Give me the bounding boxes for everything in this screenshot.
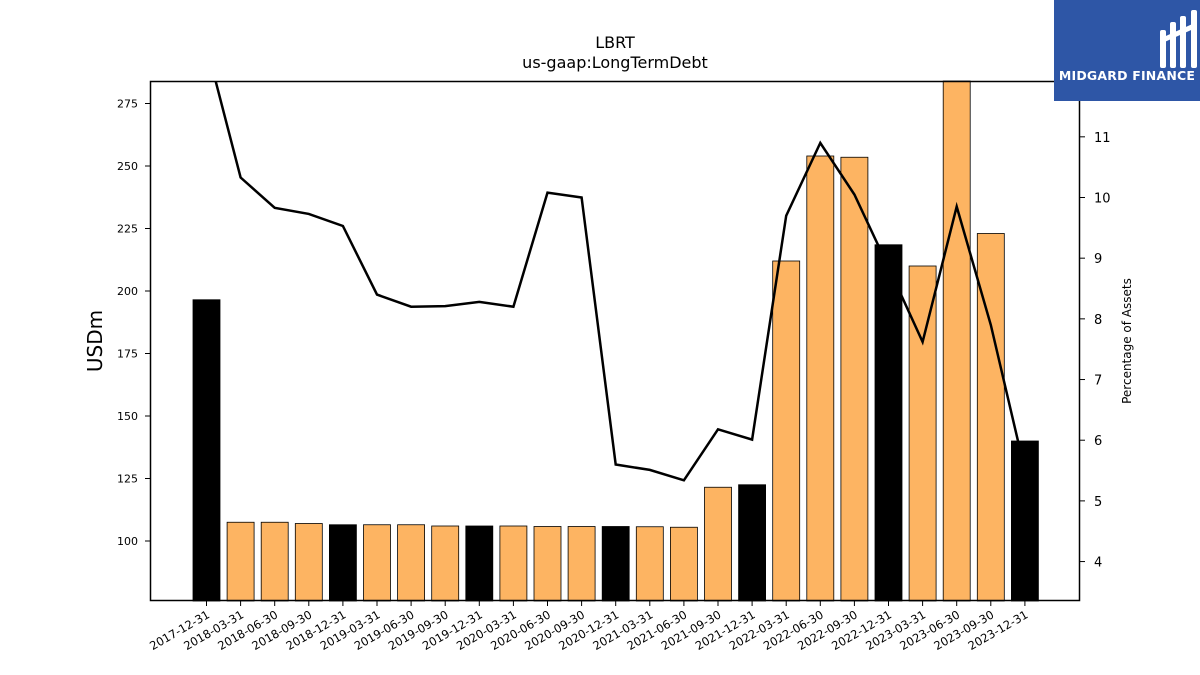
- bar: [908, 265, 937, 602]
- bar: [874, 244, 903, 602]
- percent-of-assets-line: [214, 81, 1027, 482]
- bar: [294, 523, 323, 602]
- y-tick-label: 175: [117, 348, 138, 361]
- y-tick-label: 150: [117, 410, 138, 423]
- bar: [192, 299, 221, 602]
- plot-frame: [149, 80, 1081, 602]
- y2-tick-label: 7: [1094, 374, 1102, 389]
- y2-tick-label: 8: [1094, 313, 1102, 328]
- y2-tick-label: 4: [1094, 556, 1102, 571]
- y-tick-label: 200: [117, 285, 138, 298]
- bar: [363, 524, 391, 602]
- bar: [840, 156, 869, 602]
- brand-mark-icon: [1160, 10, 1197, 68]
- y-tick-label: 275: [117, 98, 138, 111]
- bar: [465, 525, 494, 602]
- y-tick-label: 125: [117, 473, 138, 486]
- y2-tick-label: 11: [1094, 131, 1111, 146]
- y2-tick-label: 9: [1094, 252, 1102, 267]
- y2-tick-label: 6: [1094, 434, 1102, 449]
- y-tick-label: 100: [117, 535, 138, 548]
- brand-name: MIDGARD FINANCE: [1058, 68, 1196, 83]
- bar: [942, 80, 971, 602]
- y-tick-label: 250: [117, 160, 138, 173]
- bar: [772, 260, 801, 602]
- bar: [397, 524, 426, 602]
- y2-tick-label: 5: [1094, 495, 1102, 510]
- axes: 10012515017520022525027545678910112017-1…: [117, 98, 1111, 654]
- bar: [601, 526, 630, 602]
- y2-axis-label: Percentage of Assets: [1120, 278, 1134, 404]
- bar: [567, 526, 596, 602]
- bar: [1011, 440, 1039, 602]
- bar: [704, 486, 732, 602]
- chart-subtitle: us-gaap:LongTermDebt: [522, 53, 708, 72]
- y-axis-label: USDm: [83, 310, 107, 372]
- bar: [635, 526, 664, 602]
- bar: [328, 524, 357, 602]
- y2-tick-label: 10: [1094, 191, 1111, 206]
- bar: [533, 526, 562, 602]
- bar: [499, 525, 528, 602]
- bar: [806, 155, 835, 602]
- bar: [226, 521, 255, 602]
- bar-series: [192, 80, 1039, 602]
- y-tick-label: 225: [117, 223, 138, 236]
- bar: [670, 526, 698, 602]
- brand-logo: MIDGARD FINANCE: [1054, 0, 1200, 101]
- bar: [260, 521, 289, 602]
- bar: [738, 484, 766, 602]
- chart-title: LBRT: [595, 33, 635, 52]
- bar: [431, 525, 460, 602]
